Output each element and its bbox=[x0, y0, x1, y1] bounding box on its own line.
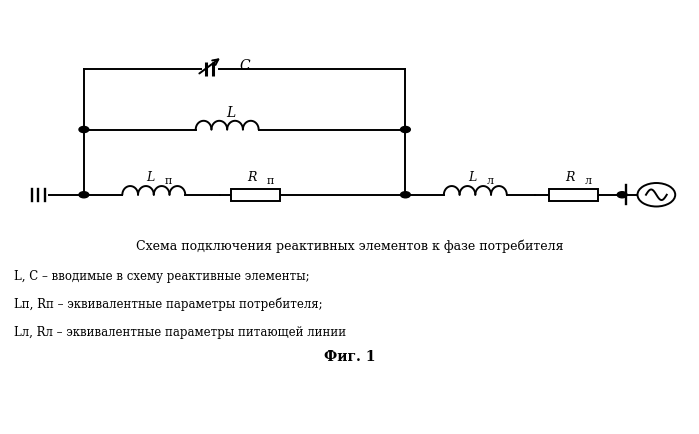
Text: L: L bbox=[146, 171, 154, 184]
Text: R: R bbox=[565, 171, 575, 184]
Text: L, C – вводимые в схему реактивные элементы;: L, C – вводимые в схему реактивные элеме… bbox=[14, 269, 310, 282]
Circle shape bbox=[79, 127, 89, 133]
Circle shape bbox=[79, 192, 89, 198]
Text: R: R bbox=[247, 171, 257, 184]
Text: л: л bbox=[487, 176, 493, 186]
Circle shape bbox=[401, 127, 410, 133]
Text: L: L bbox=[226, 105, 236, 119]
Text: Схема подключения реактивных элементов к фазе потребителя: Схема подключения реактивных элементов к… bbox=[136, 239, 563, 252]
Text: п: п bbox=[266, 176, 274, 186]
Text: C: C bbox=[239, 59, 250, 73]
Text: п: п bbox=[165, 176, 173, 186]
Text: л: л bbox=[584, 176, 591, 186]
Text: Фиг. 1: Фиг. 1 bbox=[324, 349, 375, 363]
Text: Lп, Rп – эквивалентные параметры потребителя;: Lп, Rп – эквивалентные параметры потреби… bbox=[14, 297, 323, 311]
Circle shape bbox=[401, 192, 410, 198]
Circle shape bbox=[617, 192, 627, 198]
Bar bbox=[231, 189, 280, 201]
Text: L: L bbox=[468, 171, 476, 184]
Text: Lл, Rл – эквивалентные параметры питающей линии: Lл, Rл – эквивалентные параметры питающе… bbox=[14, 326, 346, 339]
Bar bbox=[549, 189, 598, 201]
